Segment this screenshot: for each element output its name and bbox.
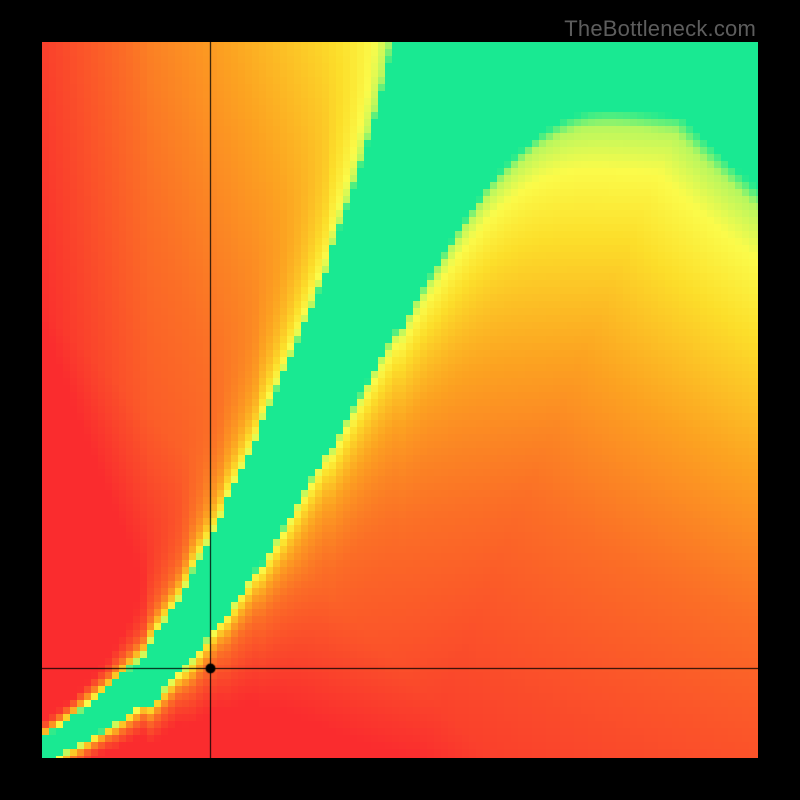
watermark-text: TheBottleneck.com [564, 16, 756, 42]
bottleneck-heatmap [42, 42, 758, 758]
chart-container: TheBottleneck.com [0, 0, 800, 800]
